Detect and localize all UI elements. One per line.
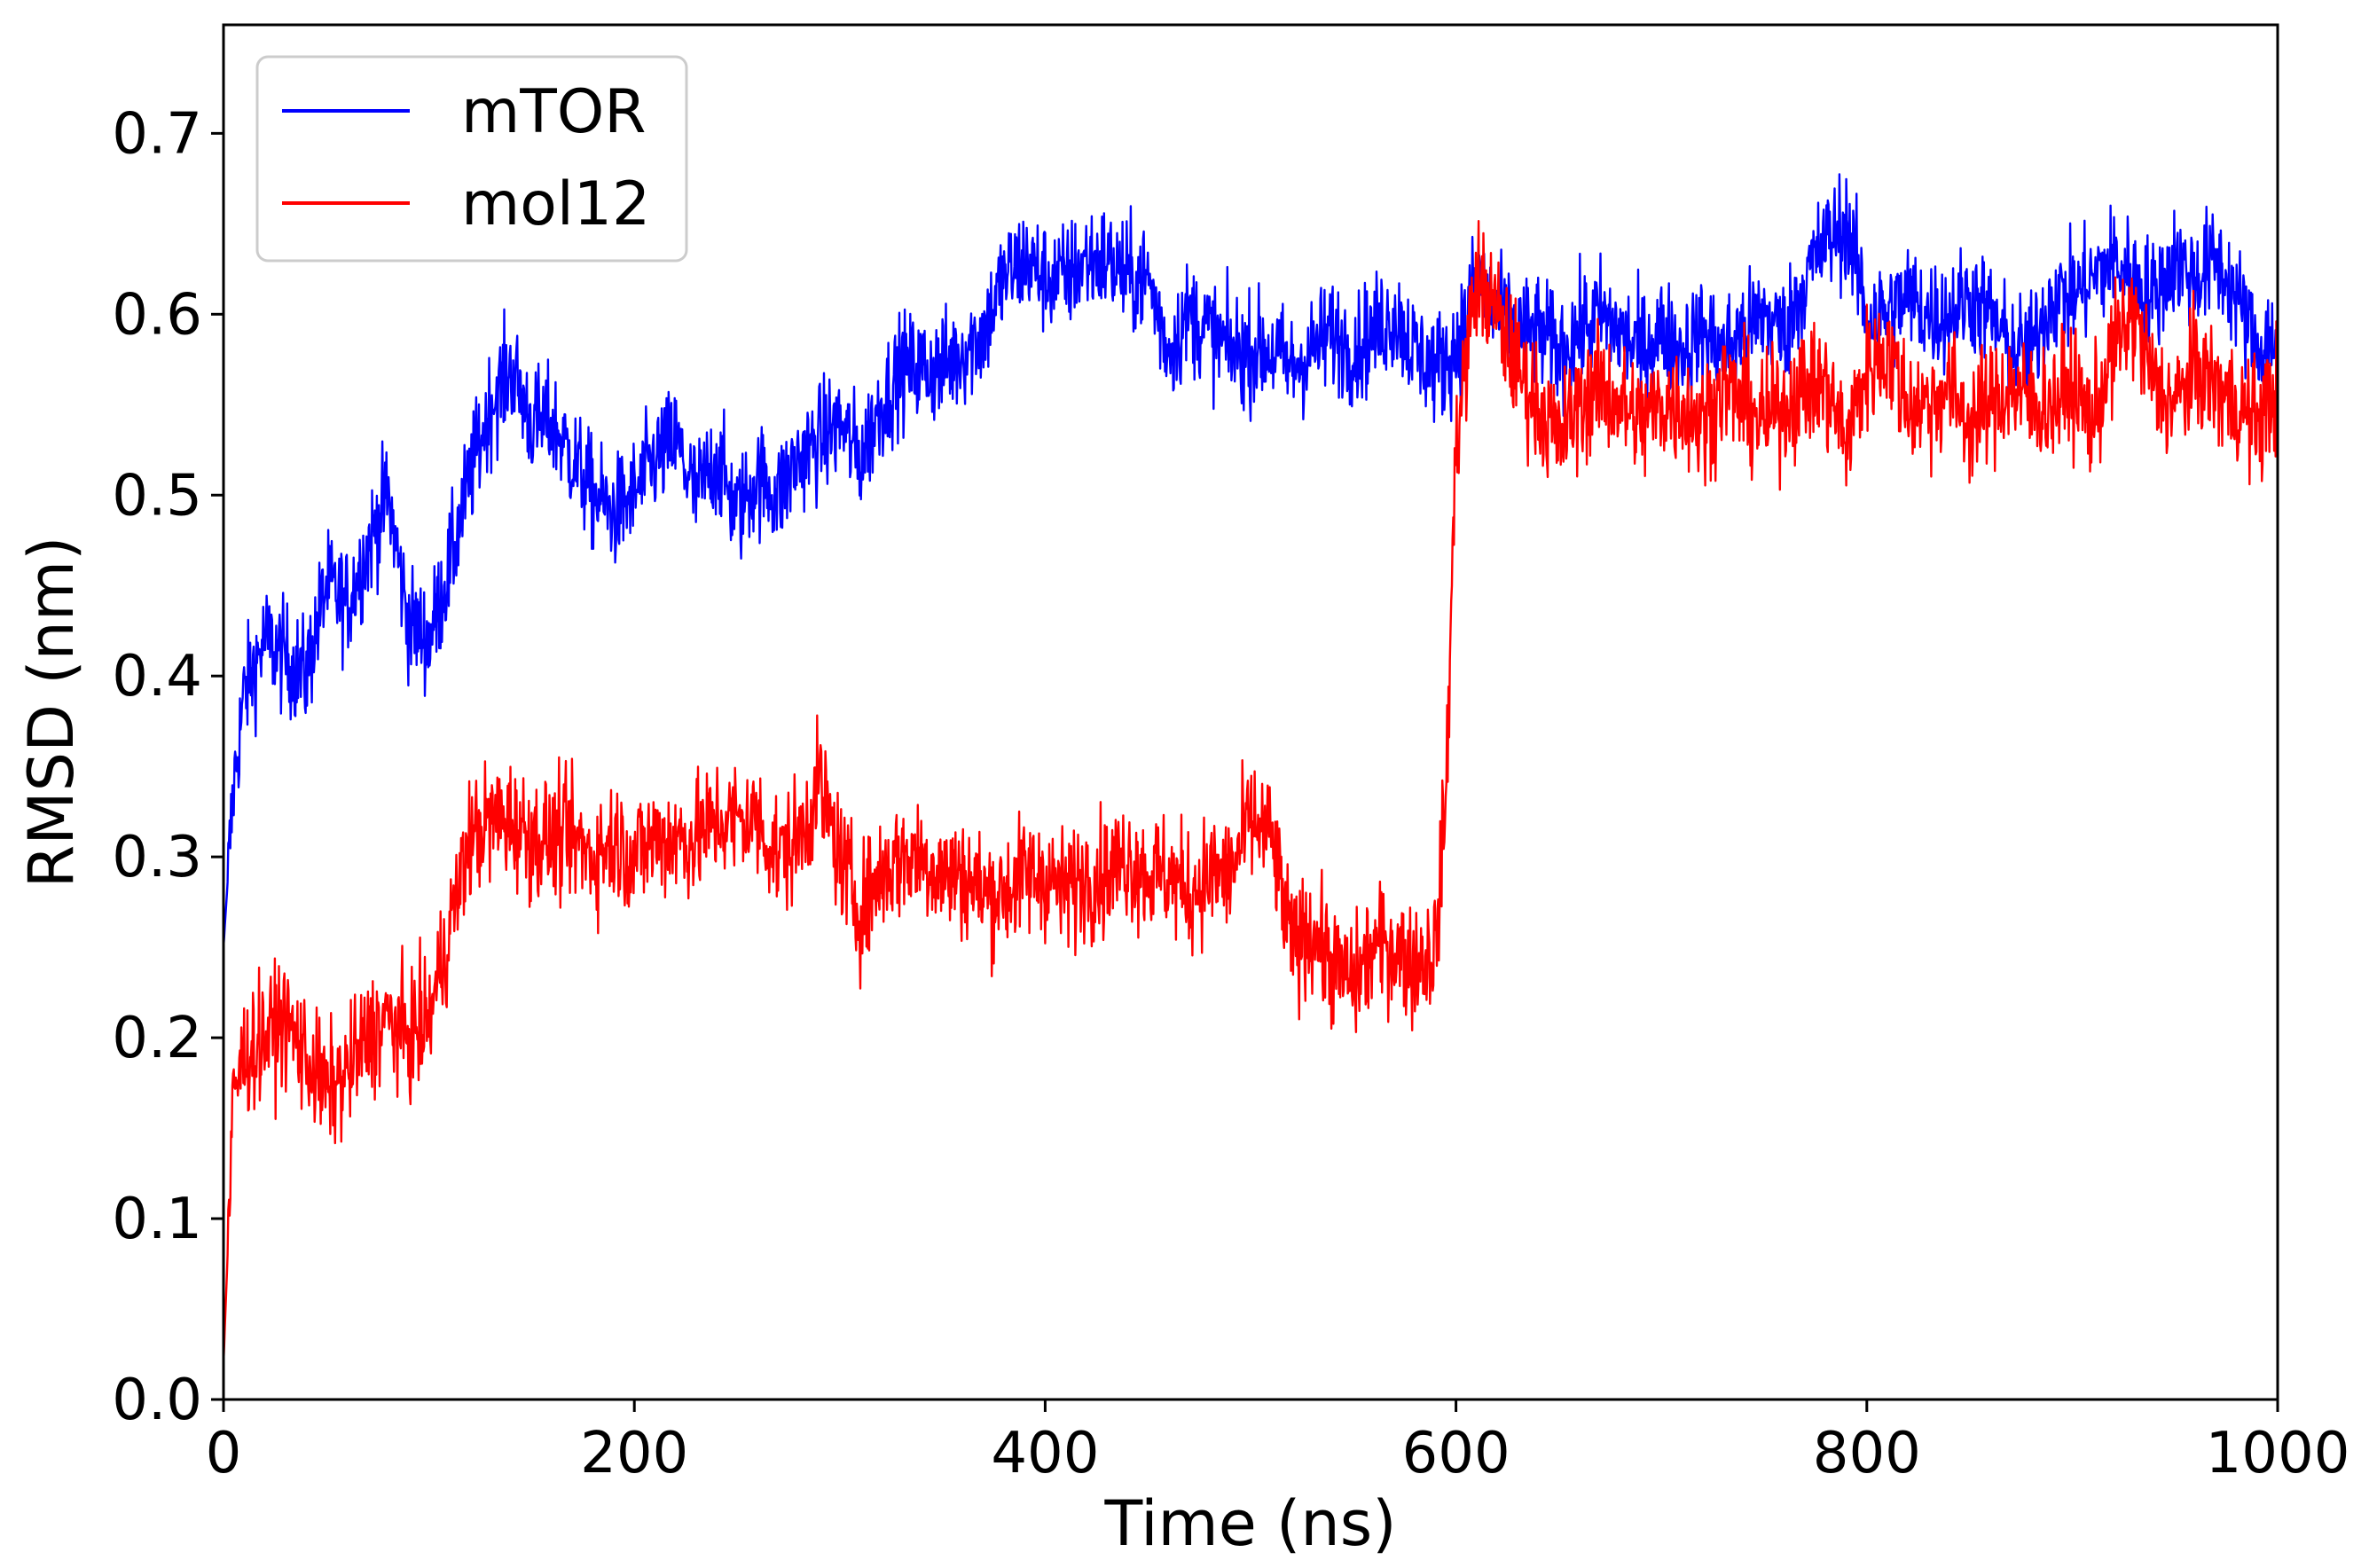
y-tick-label: 0.1 [112,1187,202,1252]
y-axis-ticks: 0.0 0.1 0.2 0.3 0.4 0.5 0.6 0.7 [112,101,224,1433]
y-tick-label: 0.5 [112,463,202,529]
legend-label-mtor: mTOR [461,77,647,147]
y-tick-label: 0.6 [112,282,202,348]
y-tick-label: 0.2 [112,1006,202,1071]
y-tick-label: 0.0 [112,1368,202,1433]
x-axis-ticks: 0 200 400 600 800 1000 [206,1399,2350,1486]
x-tick-label: 800 [1813,1421,1921,1486]
x-tick-label: 0 [206,1421,242,1486]
legend-label-mol12: mol12 [461,169,650,239]
legend-box [255,55,688,263]
series-line-mtor [222,173,2279,948]
y-tick-label: 0.3 [112,825,202,890]
x-axis-label: Time (ns) [1103,1487,1396,1560]
legend: mTOR mol12 [255,55,688,263]
series-line-mol12 [222,220,2279,1364]
plot-frame [222,23,2279,1401]
x-tick-label: 1000 [2206,1421,2350,1486]
y-axis-label: RMSD (nm) [15,537,88,889]
x-tick-label: 600 [1402,1421,1510,1486]
y-tick-label: 0.4 [112,644,202,710]
x-tick-label: 200 [580,1421,688,1486]
x-tick-label: 400 [991,1421,1099,1486]
y-tick-label: 0.7 [112,101,202,167]
series-layer [222,173,2279,1364]
